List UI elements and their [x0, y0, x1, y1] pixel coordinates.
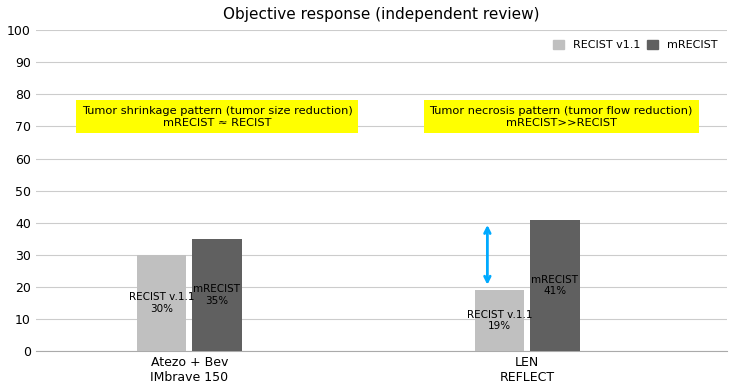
Legend: RECIST v1.1, mRECIST: RECIST v1.1, mRECIST [548, 36, 722, 55]
Text: RECIST v.1.1
30%: RECIST v.1.1 30% [129, 292, 195, 314]
Title: Objective response (independent review): Objective response (independent review) [223, 7, 539, 22]
Bar [137, 255, 186, 351]
Text: Tumor shrinkage pattern (tumor size reduction)
mRECIST ≈ RECIST: Tumor shrinkage pattern (tumor size redu… [81, 106, 352, 127]
Bar [475, 290, 524, 351]
Bar [531, 219, 580, 351]
Text: mRECIST
35%: mRECIST 35% [194, 284, 241, 306]
Bar [192, 239, 241, 351]
Text: Tumor necrosis pattern (tumor flow reduction)
mRECIST>>RECIST: Tumor necrosis pattern (tumor flow reduc… [429, 106, 693, 127]
Text: mRECIST
41%: mRECIST 41% [531, 274, 578, 296]
Text: RECIST v.1.1
19%: RECIST v.1.1 19% [467, 310, 532, 332]
